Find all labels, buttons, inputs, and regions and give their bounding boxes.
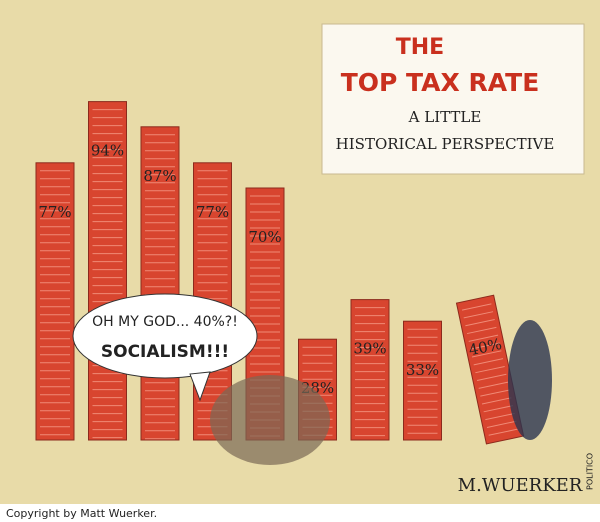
bar-stripe <box>485 412 515 421</box>
bar-stripe <box>473 358 504 366</box>
bar-stripe <box>488 428 519 436</box>
subtitle-line: HISTORICAL PERSPECTIVE <box>336 135 555 153</box>
value-label: 77% <box>196 203 229 221</box>
value-label: 87% <box>143 167 176 185</box>
subtitle-line: A LITTLE <box>408 108 482 126</box>
bar-stripe <box>475 365 505 374</box>
bar <box>140 126 180 441</box>
title-card <box>321 23 585 175</box>
bar <box>403 320 442 441</box>
bar-stripe <box>486 420 517 428</box>
value-label: 77% <box>38 203 71 221</box>
bar-stripe <box>465 319 495 327</box>
value-label: 94% <box>91 142 124 160</box>
bar-stripe <box>468 334 499 342</box>
copyright: Copyright by Matt Wuerker. <box>6 507 157 520</box>
bar-stripe <box>463 311 494 319</box>
title-line: TOP TAX RATE <box>341 68 540 97</box>
bar-group: 94% <box>88 101 127 441</box>
signature: M.WUERKER <box>458 475 583 496</box>
bar-stripe <box>470 342 500 350</box>
crowd <box>210 320 552 465</box>
title-line: THE <box>396 35 444 60</box>
bar-group: 39% <box>350 299 390 441</box>
speech-line: OH MY GOD... 40%?! <box>92 314 238 330</box>
bar-stripe <box>480 389 510 397</box>
bar-group: 77% <box>35 162 75 441</box>
bar-stripe <box>461 303 492 311</box>
value-label: 39% <box>353 340 386 358</box>
bar <box>350 299 390 441</box>
bar-stripe <box>466 326 497 335</box>
value-label: 70% <box>248 228 281 246</box>
speech-line: SOCIALISM!!! <box>101 342 229 362</box>
speech-bubble <box>72 293 258 379</box>
speech-tail <box>189 371 211 402</box>
bar-stripe <box>481 397 512 405</box>
bar-stripe <box>471 350 502 358</box>
bar-group: 87% <box>140 126 180 441</box>
bar <box>35 162 75 441</box>
bar-group: 33% <box>403 320 442 441</box>
publisher: POLITICO <box>586 453 595 490</box>
bar-group: 40% <box>455 294 525 445</box>
bar-stripe <box>483 405 514 413</box>
value-label: 33% <box>406 361 439 379</box>
bar-stripe <box>478 381 509 389</box>
bar-stripe <box>476 373 507 382</box>
